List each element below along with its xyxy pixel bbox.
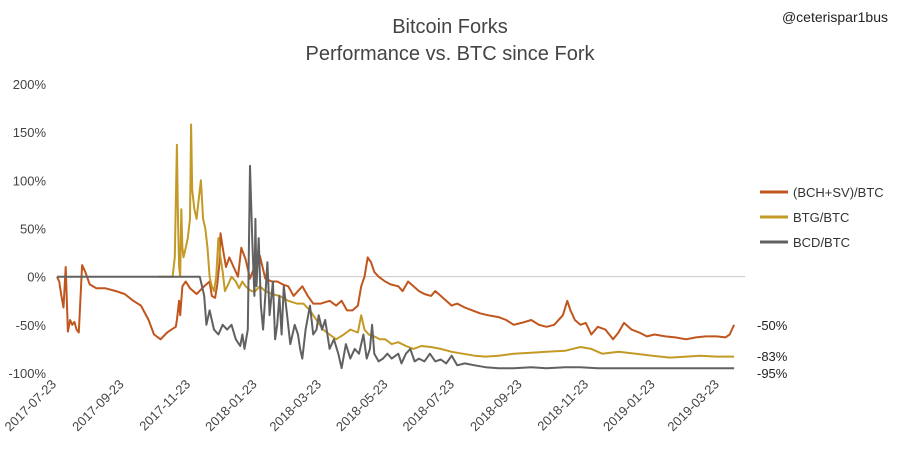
x-tick-label: 2018-03-23 xyxy=(266,377,324,435)
x-tick-label: 2018-01-23 xyxy=(202,377,260,435)
end-value-label: -95% xyxy=(757,366,788,381)
series-line-1 xyxy=(56,232,736,341)
y-tick-label: 100% xyxy=(13,173,47,188)
legend-label: BCD/BTC xyxy=(793,235,850,250)
y-axis: 200% 150% 100% 50% 0% -50% -100% xyxy=(8,77,46,381)
author-handle: @ceterispar1bus xyxy=(781,9,888,25)
x-tick-label: 2018-05-23 xyxy=(333,377,391,435)
chart-subtitle: Performance vs. BTC since Fork xyxy=(305,43,595,65)
end-labels: -50% -83% -95% xyxy=(757,318,788,381)
series-line-2 xyxy=(158,123,735,359)
x-tick-label: 2018-09-23 xyxy=(467,377,525,435)
x-tick-label: 2018-07-23 xyxy=(399,377,457,435)
end-value-label: -50% xyxy=(757,318,788,333)
legend-label: BTG/BTC xyxy=(793,210,849,225)
series-line-3 xyxy=(57,164,735,370)
y-tick-label: 200% xyxy=(13,77,47,92)
y-tick-label: 150% xyxy=(13,125,47,140)
y-tick-label: 50% xyxy=(20,222,46,237)
x-tick-label: 2019-01-23 xyxy=(600,377,658,435)
y-tick-label: -50% xyxy=(16,318,47,333)
x-tick-label: 2017-11-23 xyxy=(136,377,193,434)
legend: (BCH+SV)/BTC BTG/BTC BCD/BTC xyxy=(760,185,884,250)
y-tick-label: -100% xyxy=(8,366,46,381)
y-tick-label: 0% xyxy=(27,270,46,285)
x-tick-label: 2017-09-23 xyxy=(69,377,127,435)
x-tick-label: 2019-03-23 xyxy=(664,377,722,435)
x-tick-label: 2018-11-23 xyxy=(534,377,591,434)
chart-title: Bitcoin Forks xyxy=(392,16,508,38)
legend-label: (BCH+SV)/BTC xyxy=(793,185,884,200)
x-tick-label: 2017-07-23 xyxy=(1,377,59,435)
x-axis: 2017-07-23 2017-09-23 2017-11-23 2018-01-23… xyxy=(1,276,745,435)
series-layer xyxy=(56,123,736,370)
end-value-label: -83% xyxy=(757,349,788,364)
